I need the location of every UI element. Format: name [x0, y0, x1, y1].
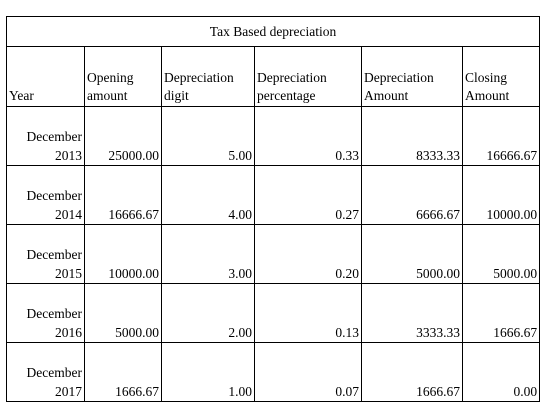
year-number: 2016: [55, 325, 82, 340]
opening-amount-cell: 10000.00: [84, 224, 162, 284]
depreciation-digit-cell: 3.00: [161, 224, 255, 284]
year-cell: December 2017: [6, 342, 85, 402]
column-header-line: percentage: [257, 88, 316, 103]
closing-amount-cell: 16666.67: [461, 106, 541, 166]
table-title: Tax Based depreciation: [5, 16, 541, 47]
year-month: December: [26, 365, 82, 380]
column-header-line: digit: [164, 88, 189, 103]
column-header-depreciation-percentage: Depreciation percentage: [254, 46, 362, 107]
depreciation-digit-cell: 5.00: [161, 106, 255, 166]
closing-amount-cell: 5000.00: [461, 224, 541, 284]
year-cell: December 2014: [6, 165, 85, 225]
table-row: December 2013 25000.00 5.00 0.33 8333.33…: [6, 106, 541, 166]
depreciation-percentage-cell: 0.07: [254, 342, 362, 402]
tax-depreciation-table: Tax Based depreciation Year Opening amou…: [5, 16, 541, 402]
year-cell: December 2015: [6, 224, 85, 284]
table-row: December 2014 16666.67 4.00 0.27 6666.67…: [6, 165, 541, 225]
closing-amount-cell: 1666.67: [461, 283, 541, 343]
opening-amount-cell: 16666.67: [84, 165, 162, 225]
year-number: 2015: [55, 266, 82, 281]
year-month: December: [26, 129, 82, 144]
opening-amount-cell: 1666.67: [84, 342, 162, 402]
column-header-depreciation-digit: Depreciation digit: [161, 46, 255, 107]
table-row: December 2015 10000.00 3.00 0.20 5000.00…: [6, 224, 541, 284]
column-header-line: Depreciation: [164, 70, 234, 85]
depreciation-amount-cell: 1666.67: [361, 342, 463, 402]
year-cell: December 2016: [6, 283, 85, 343]
column-header-line: Amount: [465, 88, 510, 103]
column-header-line: amount: [87, 88, 128, 103]
column-header-line: Amount: [364, 88, 409, 103]
year-month: December: [26, 247, 82, 262]
table-row: December 2016 5000.00 2.00 0.13 3333.33 …: [6, 283, 541, 343]
depreciation-amount-cell: 3333.33: [361, 283, 463, 343]
column-header-depreciation-amount: Depreciation Amount: [361, 46, 463, 107]
table-header-row: Year Opening amount Depreciation digit D…: [6, 46, 541, 107]
column-header-line: Closing: [465, 70, 508, 85]
depreciation-percentage-cell: 0.20: [254, 224, 362, 284]
depreciation-digit-cell: 2.00: [161, 283, 255, 343]
year-number: 2014: [55, 207, 82, 222]
year-month: December: [26, 188, 82, 203]
closing-amount-cell: 10000.00: [461, 165, 541, 225]
column-header-line: Opening: [87, 70, 134, 85]
year-number: 2013: [55, 148, 82, 163]
column-header-line: Year: [9, 88, 34, 103]
depreciation-percentage-cell: 0.13: [254, 283, 362, 343]
opening-amount-cell: 25000.00: [84, 106, 162, 166]
depreciation-digit-cell: 1.00: [161, 342, 255, 402]
column-header-line: Depreciation: [257, 70, 327, 85]
depreciation-digit-cell: 4.00: [161, 165, 255, 225]
year-number: 2017: [55, 384, 82, 399]
column-header-line: Depreciation: [364, 70, 434, 85]
column-header-opening-amount: Opening amount: [84, 46, 162, 107]
depreciation-percentage-cell: 0.27: [254, 165, 362, 225]
year-month: December: [26, 306, 82, 321]
depreciation-amount-cell: 8333.33: [361, 106, 463, 166]
depreciation-amount-cell: 6666.67: [361, 165, 463, 225]
year-cell: December 2013: [6, 106, 85, 166]
column-header-year: Year: [6, 46, 85, 107]
column-header-closing-amount: Closing Amount: [461, 46, 541, 107]
closing-amount-cell: 0.00: [461, 342, 541, 402]
depreciation-amount-cell: 5000.00: [361, 224, 463, 284]
table-title-row: Tax Based depreciation: [5, 16, 541, 47]
opening-amount-cell: 5000.00: [84, 283, 162, 343]
table-row: December 2017 1666.67 1.00 0.07 1666.67 …: [6, 342, 541, 402]
depreciation-percentage-cell: 0.33: [254, 106, 362, 166]
